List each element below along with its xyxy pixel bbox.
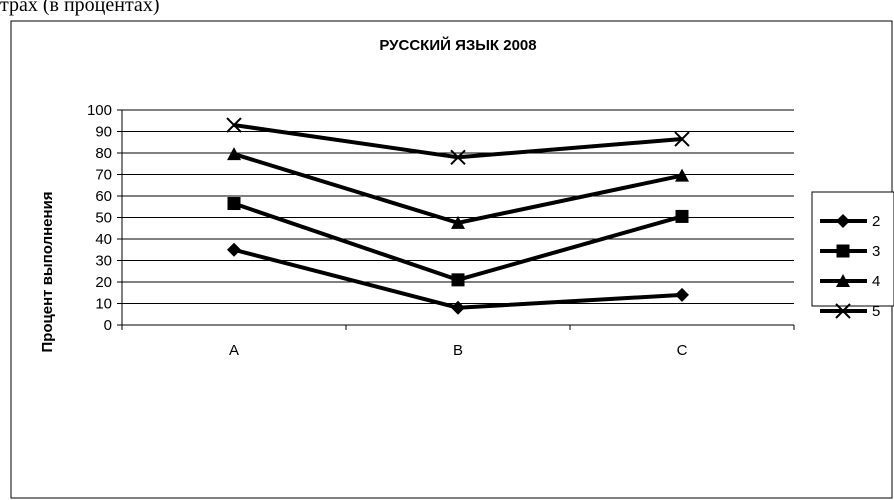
series-5	[226, 117, 690, 166]
marker-stroke	[226, 117, 242, 133]
y-tick-label: 70	[95, 167, 112, 184]
data-point	[227, 147, 241, 161]
header-text: трах (в процентах)	[0, 0, 160, 16]
data-point	[226, 117, 242, 133]
marker-stroke	[674, 131, 690, 147]
series-4	[227, 147, 689, 229]
x-tick-label: B	[453, 342, 463, 359]
data-point	[675, 168, 689, 182]
legend-item-5: 5	[820, 303, 880, 320]
y-tick-label: 10	[95, 296, 112, 313]
legend-marker	[836, 214, 850, 228]
data-point	[227, 242, 241, 257]
y-tick-label: 50	[95, 210, 112, 227]
legend-item-4: 4	[820, 273, 880, 290]
legend-marker	[836, 274, 850, 287]
data-point	[674, 131, 690, 147]
y-tick-label: 100	[87, 102, 112, 119]
series-lines	[226, 117, 690, 315]
legend-item-3: 3	[820, 243, 880, 260]
marker-stroke	[835, 303, 851, 319]
series-2	[227, 242, 689, 315]
legend-marker	[836, 244, 850, 258]
y-axis-label: Процент выполнения	[39, 191, 56, 352]
y-tick-label: 30	[95, 253, 112, 270]
legend-marker	[835, 303, 851, 319]
x-tick-label: A	[229, 342, 239, 359]
data-point	[451, 273, 465, 287]
x-tick-label: C	[677, 342, 688, 359]
data-point	[451, 300, 465, 315]
axes: 0 10 20 30 40 50 60 70 80 90 100 A B C	[87, 102, 795, 359]
chart-frame	[10, 20, 893, 499]
y-tick-label: 0	[104, 317, 112, 334]
y-tick-label: 60	[95, 188, 112, 205]
y-tick-label: 40	[95, 231, 112, 248]
legend: 2 3 4 5	[820, 213, 880, 320]
chart-title: РУССКИЙ ЯЗЫК 2008	[379, 36, 536, 54]
data-point	[227, 197, 241, 211]
legend-label: 2	[872, 213, 880, 230]
y-tick-label: 20	[95, 274, 112, 291]
data-point	[450, 149, 466, 166]
legend-label: 3	[872, 243, 880, 260]
series-3	[227, 197, 689, 287]
data-point	[451, 215, 465, 229]
legend-item-2: 2	[820, 213, 880, 230]
marker-stroke	[450, 149, 466, 166]
legend-label: 5	[872, 303, 880, 320]
y-tick-label: 80	[95, 145, 112, 162]
data-point	[675, 287, 689, 302]
y-tick-label: 90	[95, 124, 112, 141]
legend-label: 4	[872, 273, 880, 290]
data-point	[675, 209, 689, 223]
